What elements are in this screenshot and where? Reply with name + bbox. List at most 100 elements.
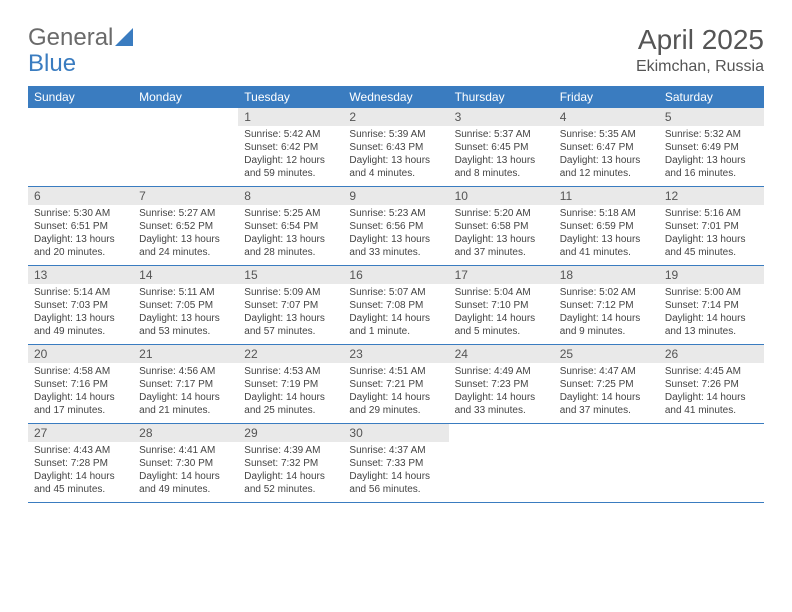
day-body: Sunrise: 5:02 AMSunset: 7:12 PMDaylight:… — [554, 284, 659, 342]
logo: General — [28, 24, 137, 52]
day-sunrise: Sunrise: 5:30 AM — [34, 207, 127, 220]
day-cell: 2Sunrise: 5:39 AMSunset: 6:43 PMDaylight… — [343, 108, 448, 186]
day-cell: 5Sunrise: 5:32 AMSunset: 6:49 PMDaylight… — [659, 108, 764, 186]
day-sunset: Sunset: 6:51 PM — [34, 220, 127, 233]
header: General April 2025 Ekimchan, Russia — [28, 24, 764, 76]
day-sunset: Sunset: 6:43 PM — [349, 141, 442, 154]
day-cell: 7Sunrise: 5:27 AMSunset: 6:52 PMDaylight… — [133, 187, 238, 265]
day-daylight: Daylight: 13 hours and 8 minutes. — [455, 154, 548, 180]
day-number: 23 — [343, 345, 448, 363]
day-sunrise: Sunrise: 5:18 AM — [560, 207, 653, 220]
logo-text-a: General — [28, 24, 113, 52]
day-cell: 25Sunrise: 4:47 AMSunset: 7:25 PMDayligh… — [554, 345, 659, 423]
day-sunset: Sunset: 7:17 PM — [139, 378, 232, 391]
calendar: Sunday Monday Tuesday Wednesday Thursday… — [28, 86, 764, 503]
day-body: Sunrise: 4:56 AMSunset: 7:17 PMDaylight:… — [133, 363, 238, 421]
day-body: Sunrise: 4:45 AMSunset: 7:26 PMDaylight:… — [659, 363, 764, 421]
day-number: 18 — [554, 266, 659, 284]
day-daylight: Daylight: 13 hours and 12 minutes. — [560, 154, 653, 180]
day-sunrise: Sunrise: 5:04 AM — [455, 286, 548, 299]
day-number: 8 — [238, 187, 343, 205]
day-daylight: Daylight: 13 hours and 45 minutes. — [665, 233, 758, 259]
day-daylight: Daylight: 13 hours and 24 minutes. — [139, 233, 232, 259]
day-cell: 8Sunrise: 5:25 AMSunset: 6:54 PMDaylight… — [238, 187, 343, 265]
day-sunrise: Sunrise: 5:07 AM — [349, 286, 442, 299]
day-cell: 15Sunrise: 5:09 AMSunset: 7:07 PMDayligh… — [238, 266, 343, 344]
day-number: 7 — [133, 187, 238, 205]
day-daylight: Daylight: 13 hours and 33 minutes. — [349, 233, 442, 259]
day-sunset: Sunset: 7:21 PM — [349, 378, 442, 391]
day-body: Sunrise: 5:27 AMSunset: 6:52 PMDaylight:… — [133, 205, 238, 263]
day-cell: 28Sunrise: 4:41 AMSunset: 7:30 PMDayligh… — [133, 424, 238, 502]
day-cell: 14Sunrise: 5:11 AMSunset: 7:05 PMDayligh… — [133, 266, 238, 344]
day-sunrise: Sunrise: 5:42 AM — [244, 128, 337, 141]
location: Ekimchan, Russia — [636, 58, 764, 76]
day-sunset: Sunset: 7:33 PM — [349, 457, 442, 470]
day-body: Sunrise: 5:25 AMSunset: 6:54 PMDaylight:… — [238, 205, 343, 263]
day-cell — [449, 424, 554, 502]
day-body: Sunrise: 4:53 AMSunset: 7:19 PMDaylight:… — [238, 363, 343, 421]
day-sunrise: Sunrise: 5:37 AM — [455, 128, 548, 141]
day-sunset: Sunset: 7:01 PM — [665, 220, 758, 233]
day-body: Sunrise: 5:11 AMSunset: 7:05 PMDaylight:… — [133, 284, 238, 342]
dow-saturday: Saturday — [659, 86, 764, 108]
day-cell: 1Sunrise: 5:42 AMSunset: 6:42 PMDaylight… — [238, 108, 343, 186]
day-cell: 19Sunrise: 5:00 AMSunset: 7:14 PMDayligh… — [659, 266, 764, 344]
day-number: 6 — [28, 187, 133, 205]
day-body: Sunrise: 4:39 AMSunset: 7:32 PMDaylight:… — [238, 442, 343, 500]
day-sunrise: Sunrise: 4:51 AM — [349, 365, 442, 378]
day-body: Sunrise: 5:14 AMSunset: 7:03 PMDaylight:… — [28, 284, 133, 342]
day-daylight: Daylight: 14 hours and 49 minutes. — [139, 470, 232, 496]
day-sunset: Sunset: 6:56 PM — [349, 220, 442, 233]
day-cell: 30Sunrise: 4:37 AMSunset: 7:33 PMDayligh… — [343, 424, 448, 502]
logo-text-b: Blue — [28, 50, 76, 78]
day-number: 27 — [28, 424, 133, 442]
day-body: Sunrise: 5:04 AMSunset: 7:10 PMDaylight:… — [449, 284, 554, 342]
day-sunset: Sunset: 7:12 PM — [560, 299, 653, 312]
day-cell: 6Sunrise: 5:30 AMSunset: 6:51 PMDaylight… — [28, 187, 133, 265]
day-cell: 12Sunrise: 5:16 AMSunset: 7:01 PMDayligh… — [659, 187, 764, 265]
day-body: Sunrise: 4:47 AMSunset: 7:25 PMDaylight:… — [554, 363, 659, 421]
day-daylight: Daylight: 13 hours and 49 minutes. — [34, 312, 127, 338]
week-row: 1Sunrise: 5:42 AMSunset: 6:42 PMDaylight… — [28, 108, 764, 187]
day-body: Sunrise: 5:00 AMSunset: 7:14 PMDaylight:… — [659, 284, 764, 342]
day-cell: 16Sunrise: 5:07 AMSunset: 7:08 PMDayligh… — [343, 266, 448, 344]
dow-friday: Friday — [554, 86, 659, 108]
day-sunrise: Sunrise: 5:02 AM — [560, 286, 653, 299]
dow-thursday: Thursday — [449, 86, 554, 108]
day-sunrise: Sunrise: 5:35 AM — [560, 128, 653, 141]
day-sunrise: Sunrise: 5:39 AM — [349, 128, 442, 141]
day-daylight: Daylight: 14 hours and 29 minutes. — [349, 391, 442, 417]
week-row: 27Sunrise: 4:43 AMSunset: 7:28 PMDayligh… — [28, 424, 764, 503]
day-daylight: Daylight: 13 hours and 28 minutes. — [244, 233, 337, 259]
day-cell: 22Sunrise: 4:53 AMSunset: 7:19 PMDayligh… — [238, 345, 343, 423]
day-cell: 26Sunrise: 4:45 AMSunset: 7:26 PMDayligh… — [659, 345, 764, 423]
day-cell: 17Sunrise: 5:04 AMSunset: 7:10 PMDayligh… — [449, 266, 554, 344]
dow-sunday: Sunday — [28, 86, 133, 108]
week-row: 20Sunrise: 4:58 AMSunset: 7:16 PMDayligh… — [28, 345, 764, 424]
day-sunset: Sunset: 7:19 PM — [244, 378, 337, 391]
day-daylight: Daylight: 13 hours and 37 minutes. — [455, 233, 548, 259]
day-sunrise: Sunrise: 4:53 AM — [244, 365, 337, 378]
day-daylight: Daylight: 13 hours and 57 minutes. — [244, 312, 337, 338]
day-sunrise: Sunrise: 4:39 AM — [244, 444, 337, 457]
day-sunrise: Sunrise: 4:45 AM — [665, 365, 758, 378]
day-number: 28 — [133, 424, 238, 442]
dow-monday: Monday — [133, 86, 238, 108]
day-sunrise: Sunrise: 4:56 AM — [139, 365, 232, 378]
day-sunrise: Sunrise: 5:20 AM — [455, 207, 548, 220]
day-sunset: Sunset: 7:23 PM — [455, 378, 548, 391]
day-daylight: Daylight: 13 hours and 53 minutes. — [139, 312, 232, 338]
day-sunrise: Sunrise: 5:09 AM — [244, 286, 337, 299]
dow-row: Sunday Monday Tuesday Wednesday Thursday… — [28, 86, 764, 108]
day-sunrise: Sunrise: 5:32 AM — [665, 128, 758, 141]
day-body — [133, 112, 238, 118]
day-cell — [28, 108, 133, 186]
day-number: 5 — [659, 108, 764, 126]
day-sunset: Sunset: 6:45 PM — [455, 141, 548, 154]
day-sunrise: Sunrise: 4:43 AM — [34, 444, 127, 457]
title-block: April 2025 Ekimchan, Russia — [636, 24, 764, 76]
day-sunrise: Sunrise: 5:11 AM — [139, 286, 232, 299]
day-daylight: Daylight: 14 hours and 45 minutes. — [34, 470, 127, 496]
day-body: Sunrise: 4:49 AMSunset: 7:23 PMDaylight:… — [449, 363, 554, 421]
